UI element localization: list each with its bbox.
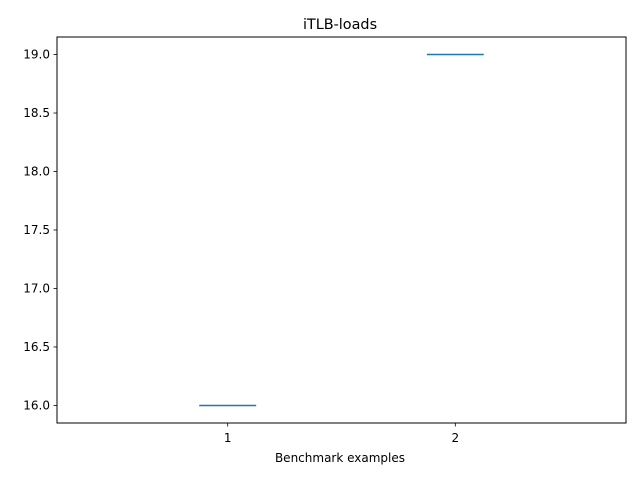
y-tick-label: 19.0 [23,48,50,62]
y-tick-label: 16.5 [23,340,50,354]
y-tick-label: 17.5 [23,223,50,237]
y-tick-label: 18.0 [23,165,50,179]
plot-frame [56,36,627,424]
y-tick-label: 17.0 [23,281,50,295]
chart-title: iTLB-loads [303,17,377,33]
y-tick-label: 18.5 [23,106,50,120]
x-tick-label: 1 [224,431,232,445]
x-tick-label: 2 [451,431,459,445]
plot-area: 16.0 16.5 17.0 17.5 18.0 18.5 19.0 1 2 [23,48,484,445]
x-axis-label: Benchmark examples [275,451,405,465]
y-tick-label: 16.0 [23,398,50,412]
